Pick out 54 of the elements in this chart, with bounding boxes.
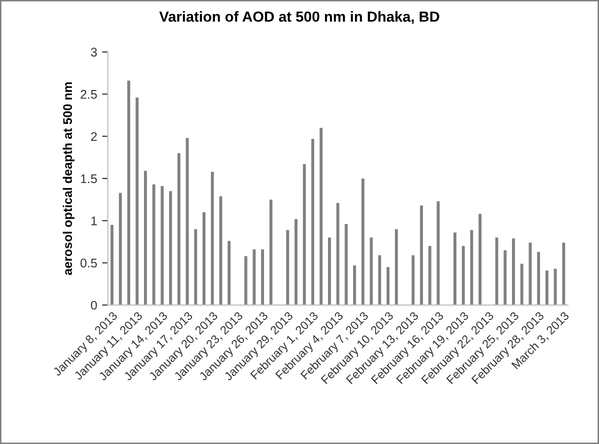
bar [537, 252, 540, 306]
bar [453, 232, 456, 306]
bar [378, 255, 382, 306]
bar [545, 270, 548, 306]
bar [520, 264, 524, 306]
bar [370, 238, 373, 306]
bar [361, 178, 364, 306]
bar [261, 249, 264, 306]
bar [412, 255, 415, 306]
bar [328, 238, 331, 306]
bar [269, 200, 272, 306]
bar [152, 184, 156, 306]
bar [394, 229, 398, 306]
bar [344, 224, 348, 306]
bar [228, 240, 231, 306]
y-tick-label: 1.5 [80, 174, 97, 184]
bar [478, 214, 482, 306]
bar [504, 250, 507, 306]
bar [470, 230, 474, 306]
bar [554, 268, 557, 306]
y-tick-label: 2 [91, 132, 97, 141]
y-tick-label: 0.5 [80, 258, 97, 268]
bar [436, 201, 440, 306]
bar [160, 186, 164, 306]
y-axis-title: aerosol optical deapth at 500 nm [62, 82, 74, 276]
bar [320, 128, 323, 306]
bar [562, 242, 566, 306]
bar [512, 238, 515, 306]
y-tick-label: 0 [90, 300, 97, 310]
bar [302, 164, 306, 306]
bar [294, 218, 298, 306]
bar [210, 172, 214, 306]
bar [428, 246, 432, 306]
bar [528, 242, 532, 306]
bar [144, 170, 147, 306]
bar [110, 224, 114, 306]
y-tick-label: 1 [91, 216, 97, 226]
bar [252, 249, 256, 306]
bar [177, 153, 180, 306]
bar [202, 212, 206, 306]
bar [169, 191, 172, 306]
bar [118, 192, 122, 306]
bar [136, 98, 139, 306]
bar [194, 229, 198, 306]
bar [462, 246, 465, 306]
bar [336, 202, 340, 306]
bar [386, 267, 390, 306]
y-tick-label: 3 [90, 48, 97, 57]
y-tick-label: 2.5 [80, 90, 97, 99]
bar [420, 205, 423, 306]
bar [244, 256, 248, 306]
chart-title: Variation of AOD at 500 nm in Dhaka, BD [159, 11, 440, 24]
bar [286, 230, 290, 306]
bar [353, 265, 356, 306]
